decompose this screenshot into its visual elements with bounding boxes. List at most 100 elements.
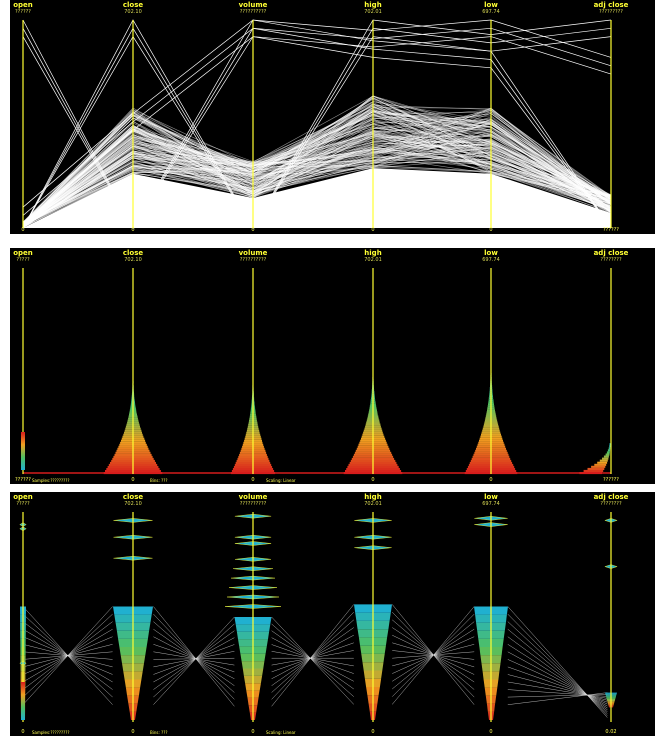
cluster-link bbox=[153, 644, 235, 675]
color-legend-bar bbox=[21, 432, 25, 470]
outlier-polyline bbox=[22, 27, 612, 216]
axis-title: open bbox=[13, 249, 33, 257]
cluster-link bbox=[271, 637, 354, 682]
axis-min-label: 0 bbox=[131, 227, 135, 233]
axis-title: high bbox=[364, 1, 382, 9]
axis-header-adj-close: adj close???????? bbox=[594, 493, 629, 507]
outlier-polyline bbox=[22, 27, 612, 229]
histogram-bin bbox=[599, 459, 608, 462]
axis-max-label: 697.74 bbox=[482, 9, 500, 15]
axis-max-label: 702.10 bbox=[124, 9, 142, 15]
axis-title: volume bbox=[238, 493, 268, 501]
axis-max-label: ???????? bbox=[600, 257, 622, 263]
histogram-bin bbox=[606, 451, 610, 454]
histogram-bin bbox=[602, 457, 609, 460]
axis-header-open: open????? bbox=[13, 249, 33, 263]
histogram-bin bbox=[594, 463, 607, 466]
cluster-link bbox=[153, 630, 235, 690]
axis-header-volume: volume?????????? bbox=[239, 249, 268, 263]
cluster-link bbox=[153, 623, 235, 698]
axis-min-label: ?????? bbox=[603, 477, 619, 483]
axis-title: adj close bbox=[593, 249, 629, 257]
histogram-bin bbox=[609, 445, 611, 448]
axis-title: adj close bbox=[593, 1, 629, 9]
axis-min-label: 0 bbox=[21, 227, 25, 233]
axis-title: low bbox=[484, 249, 498, 257]
axis-header-adj-close: adj close????????? bbox=[594, 1, 629, 15]
axis-header-high: high 702.01 bbox=[364, 249, 382, 263]
data-polyline bbox=[22, 127, 612, 225]
axis-min-label: 0 bbox=[371, 477, 375, 483]
axis-title: volume bbox=[238, 1, 268, 9]
axis-header-volume: volume?????????? bbox=[239, 1, 268, 15]
data-polyline bbox=[22, 95, 612, 227]
data-polyline bbox=[22, 164, 612, 226]
axis-max-label: 702.10 bbox=[124, 257, 142, 263]
axis-min-label: 0 bbox=[251, 477, 255, 483]
axis-max-label: 702.01 bbox=[364, 257, 382, 263]
color-legend-bar bbox=[21, 682, 25, 720]
axis-title: low bbox=[484, 493, 498, 501]
polyline-plot bbox=[22, 19, 612, 229]
axis-header-low: low 697.74 bbox=[482, 493, 500, 507]
cluster-link bbox=[507, 692, 608, 705]
axis-header-open: open?????? bbox=[13, 1, 33, 15]
data-polyline bbox=[22, 116, 612, 228]
histogram-bin bbox=[587, 467, 605, 470]
cluster-link bbox=[507, 659, 608, 705]
cluster-link bbox=[507, 694, 608, 698]
outlier-polyline bbox=[22, 35, 612, 229]
cluster-link bbox=[507, 666, 608, 703]
histogram-bin bbox=[607, 449, 611, 452]
axis-min-label: 0 bbox=[371, 729, 375, 735]
data-polyline bbox=[22, 131, 612, 223]
axis-header-low: low 697.74 bbox=[482, 1, 500, 15]
data-polyline bbox=[22, 95, 612, 227]
data-polyline bbox=[22, 103, 612, 228]
status-bins: Bins: ??? bbox=[150, 478, 168, 483]
outlier-polyline bbox=[22, 19, 612, 229]
status-samples: Samples:????????? bbox=[32, 730, 70, 735]
panel-polylines: open?????? 0 close 702.10 0 volume?????????? 0… bbox=[10, 0, 655, 234]
axis-min-label: 0 bbox=[371, 227, 375, 233]
data-polyline bbox=[22, 137, 612, 226]
cluster-link bbox=[271, 644, 354, 674]
axis-title: open bbox=[13, 1, 33, 9]
cluster-link bbox=[153, 637, 235, 683]
data-polyline bbox=[22, 113, 612, 224]
data-polyline bbox=[22, 156, 612, 225]
histogram-plot bbox=[22, 268, 612, 475]
data-polyline bbox=[22, 124, 612, 224]
cluster-link bbox=[507, 644, 608, 709]
axis-header-adj-close: adj close???????? bbox=[594, 249, 629, 263]
axis-title: high bbox=[364, 493, 382, 501]
data-polyline bbox=[22, 143, 612, 224]
axis-min-label: 0 bbox=[489, 477, 493, 483]
axis-title: close bbox=[122, 493, 144, 501]
histogram-bin bbox=[597, 461, 608, 464]
clustered-plot bbox=[19, 512, 618, 722]
axis-title: close bbox=[122, 1, 144, 9]
axis-header-high: high 702.01 bbox=[364, 1, 382, 15]
outlier-polyline bbox=[22, 36, 612, 225]
cluster-link bbox=[271, 634, 354, 680]
axis-title: volume bbox=[238, 249, 268, 257]
cluster-link bbox=[271, 611, 354, 700]
cluster-link bbox=[392, 604, 475, 705]
axis-min-label: ?????? bbox=[603, 227, 619, 233]
outlier-polyline bbox=[22, 19, 612, 208]
data-polyline bbox=[22, 139, 612, 227]
axis-min-label: 0 bbox=[489, 227, 493, 233]
cluster-link bbox=[153, 628, 235, 686]
axis-title: open bbox=[13, 493, 33, 501]
axis-min-label: 0 bbox=[251, 729, 255, 735]
panel-histogram: Samples:????????? Bins: ??? Scaling: Lin… bbox=[10, 248, 655, 484]
data-polyline bbox=[22, 137, 612, 224]
axis-header-high: high 702.01 bbox=[364, 493, 382, 507]
outlier-polyline bbox=[22, 19, 612, 229]
axis-min-label: 0.02 bbox=[605, 729, 617, 735]
axis-min-label: 0 bbox=[251, 227, 255, 233]
cluster-link bbox=[153, 606, 235, 707]
axis-max-label: ?????????? bbox=[239, 501, 267, 507]
data-polyline bbox=[22, 150, 612, 227]
